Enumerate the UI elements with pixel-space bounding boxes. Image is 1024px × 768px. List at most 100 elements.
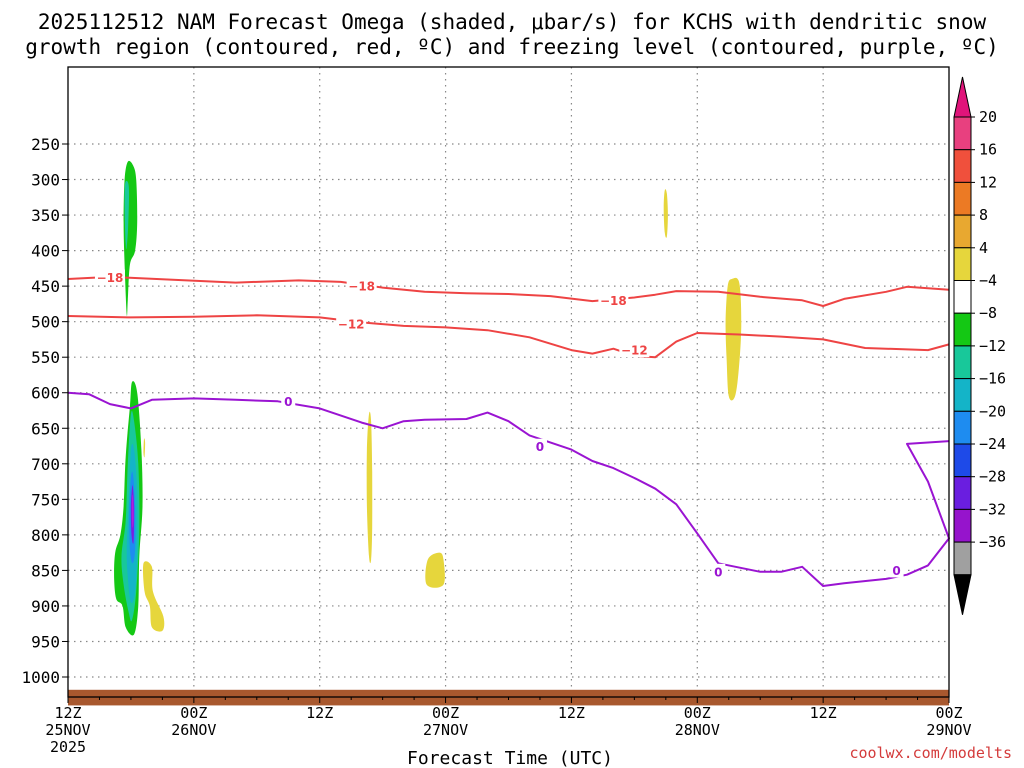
colorbar: 20 16 12 8 4 −4 −8 −12 −16 −20 −24 −28 −32 −36 — [953, 76, 1006, 615]
contour-label-bg-1 — [346, 278, 377, 294]
y-tick-label-250: 250 — [31, 135, 60, 154]
grid — [68, 67, 949, 697]
colorbar-segment-1 — [953, 149, 972, 183]
colorbar-label-3: 8 — [979, 206, 988, 224]
colorbar-segment-2 — [953, 181, 972, 216]
contour-m18c — [67, 275, 950, 307]
omega-area-sink-day3-mid — [725, 277, 742, 401]
y-tick-label-1000: 1000 — [21, 668, 60, 687]
x-tick-label-7: 00Z — [935, 704, 962, 722]
omega-shading — [114, 160, 742, 636]
colorbar-label-11: −28 — [979, 468, 1006, 486]
colorbar-label-10: −24 — [979, 435, 1006, 453]
colorbar-segment-9 — [953, 410, 972, 445]
omega-area-lower-ascent-violet — [131, 494, 134, 528]
colorbar-segment-11 — [953, 476, 972, 510]
contour-label-bg-5 — [281, 393, 296, 409]
y-tick-label-700: 700 — [31, 455, 60, 474]
credit-link[interactable]: coolwx.com/modelts — [849, 744, 1012, 762]
colorbar-label-9: −20 — [979, 402, 1006, 420]
contour-m12c — [67, 314, 950, 359]
x-tick-label-0: 12Z — [54, 704, 81, 722]
x-tick-label-2: 12Z — [306, 704, 333, 722]
contour-label-bg-6 — [532, 438, 547, 454]
y-tick-label-950: 950 — [31, 632, 60, 651]
colorbar-segment-12 — [953, 508, 972, 543]
colorbar-label-1: 16 — [979, 141, 997, 159]
colorbar-top-triangle — [953, 76, 972, 118]
x-tick-date-1: 26NOV — [171, 721, 216, 739]
omega-area-upper-ascent-teal — [124, 180, 130, 250]
colorbar-label-0: 20 — [979, 108, 997, 126]
colorbar-segment-0 — [953, 116, 972, 151]
contour-label-7: 0 — [714, 565, 722, 579]
contour-label-0: −18 — [97, 271, 124, 285]
x-tick-date-5: 28NOV — [675, 721, 720, 739]
x-tick-label-6: 12Z — [810, 704, 837, 722]
contour-label-4: −12 — [621, 344, 648, 358]
x-axis-label: Forecast Time (UTC) — [407, 748, 613, 768]
y-tick-label-850: 850 — [31, 561, 60, 580]
y-tick-label-300: 300 — [31, 171, 60, 190]
y-tick-label-800: 800 — [31, 526, 60, 545]
y-tick-label-550: 550 — [31, 348, 60, 367]
colorbar-label-5: −4 — [979, 272, 997, 290]
omega-area-sink-small-680 — [143, 438, 146, 458]
contour-label-1: −18 — [348, 280, 375, 294]
colorbar-segment-7 — [953, 345, 972, 380]
x-tick-date-0: 25NOV — [45, 721, 90, 739]
contour-label-bg-8 — [889, 562, 904, 578]
y-tick-label-500: 500 — [31, 313, 60, 332]
omega-area-sink-near-950 — [143, 561, 165, 632]
y-tick-label-600: 600 — [31, 384, 60, 403]
x-tick-year-0: 2025 — [50, 738, 86, 756]
colorbar-label-13: −36 — [979, 533, 1006, 551]
contour-label-bg-2 — [598, 292, 629, 308]
colorbar-segment-4 — [953, 247, 972, 282]
y-tick-label-750: 750 — [31, 490, 60, 509]
contour-label-2: −18 — [600, 294, 627, 308]
omega-area-sink-day3-upper — [663, 189, 668, 238]
x-tick-date-3: 27NOV — [423, 721, 468, 739]
colorbar-segment-10 — [953, 443, 972, 478]
plot-frame — [67, 66, 950, 698]
omega-area-sink-day2-low — [425, 552, 445, 588]
chart-title-line2: growth region (contoured, red, ºC) and f… — [25, 35, 999, 59]
colorbar-label-2: 12 — [979, 173, 997, 191]
contour-zero-c — [67, 391, 950, 587]
x-tick-label-1: 00Z — [180, 704, 207, 722]
colorbar-segment-3 — [953, 214, 972, 249]
chart-title-line1: 2025112512 NAM Forecast Omega (shaded, μ… — [38, 10, 987, 34]
contour-label-bg-4 — [619, 342, 650, 358]
y-tick-label-650: 650 — [31, 419, 60, 438]
colorbar-segment-6 — [953, 312, 972, 347]
y-tick-label-350: 350 — [31, 206, 60, 225]
contour-label-6: 0 — [536, 440, 544, 454]
colorbar-segment-13 — [953, 541, 972, 576]
colorbar-bottom-triangle — [953, 574, 972, 615]
omega-area-sink-day2-column — [366, 411, 373, 564]
colorbar-label-7: −12 — [979, 337, 1006, 355]
x-tick-label-4: 12Z — [558, 704, 585, 722]
contours — [67, 275, 950, 587]
x-tick-label-5: 00Z — [684, 704, 711, 722]
contour-labels: −18 −18 −18 −12 −12 0 0 0 0 — [94, 269, 904, 579]
contour-label-bg-0 — [94, 269, 125, 285]
colorbar-segment-8 — [953, 378, 972, 412]
colorbar-segment-5 — [953, 280, 972, 314]
y-tick-label-400: 400 — [31, 242, 60, 261]
x-tick-date-7: 29NOV — [926, 721, 971, 739]
contour-label-3: −12 — [338, 317, 365, 331]
y-axis: 250 300 350 400 450 500 550 600 650 700 750 800 850 9… — [21, 135, 68, 687]
y-tick-label-900: 900 — [31, 597, 60, 616]
colorbar-label-8: −16 — [979, 370, 1006, 388]
colorbar-label-6: −8 — [979, 304, 997, 322]
x-tick-label-3: 00Z — [432, 704, 459, 722]
contour-label-bg-3 — [336, 315, 367, 331]
y-tick-label-450: 450 — [31, 277, 60, 296]
contour-label-5: 0 — [284, 395, 292, 409]
contour-label-8: 0 — [892, 564, 900, 578]
colorbar-label-12: −32 — [979, 500, 1006, 518]
